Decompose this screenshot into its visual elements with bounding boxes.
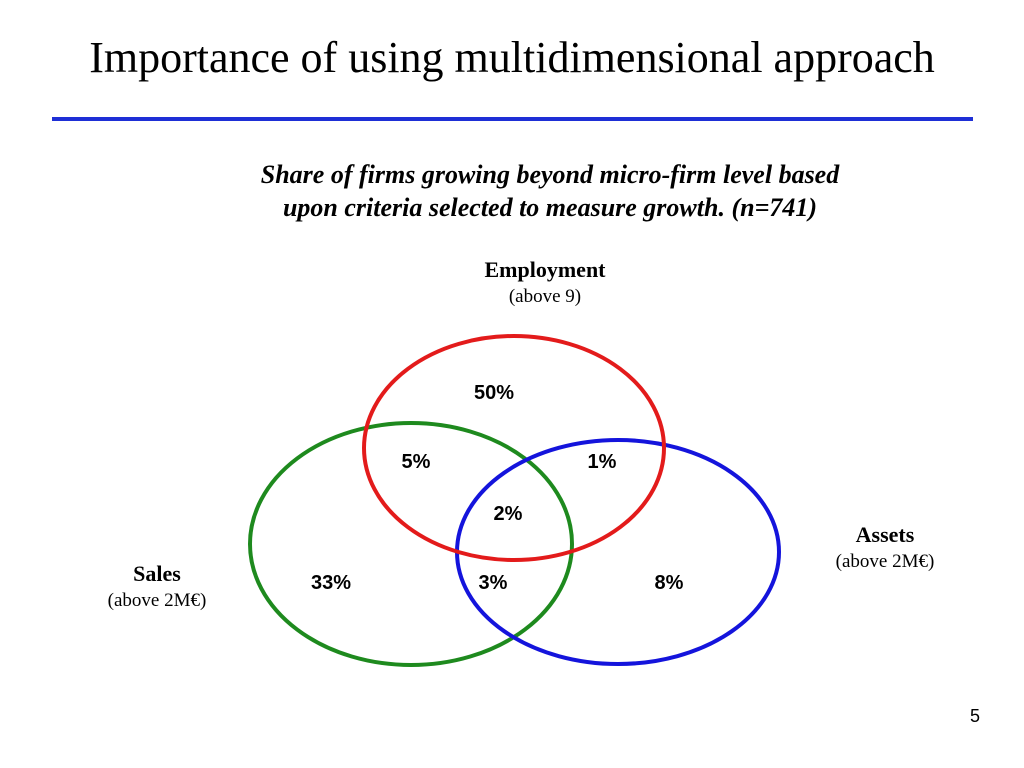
- region-sales-assets: 3%: [478, 572, 508, 594]
- assets-label: Assets (above 2M€): [800, 521, 970, 575]
- region-employment-assets: 1%: [587, 451, 617, 473]
- slide-title: Importance of using multidimensional app…: [89, 33, 935, 82]
- sales-criterion: (above 2M€): [107, 590, 207, 611]
- sales-circle: [248, 421, 574, 667]
- sales-label: Sales (above 2M€): [62, 560, 252, 614]
- subtitle-line-1: Share of firms growing beyond micro-firm…: [260, 160, 840, 189]
- subtitle-line-2: upon criteria selected to measure growth…: [282, 193, 818, 222]
- employment-label: Employment (above 9): [440, 256, 650, 310]
- assets-name: Assets: [855, 522, 915, 547]
- employment-name: Employment: [484, 257, 606, 282]
- sales-name: Sales: [133, 561, 181, 586]
- region-employment-only: 50%: [473, 382, 515, 404]
- employment-criterion: (above 9): [508, 286, 582, 307]
- diagram-subtitle: Share of firms growing beyond micro-firm…: [150, 158, 950, 224]
- assets-criterion: (above 2M€): [835, 551, 935, 572]
- region-sales-only: 33%: [310, 572, 352, 594]
- region-all-three: 2%: [493, 503, 523, 525]
- title-divider: [52, 117, 973, 121]
- region-assets-only: 8%: [654, 572, 684, 594]
- page-number: 5: [969, 706, 980, 726]
- region-employment-sales: 5%: [401, 451, 431, 473]
- employment-circle: [362, 334, 666, 562]
